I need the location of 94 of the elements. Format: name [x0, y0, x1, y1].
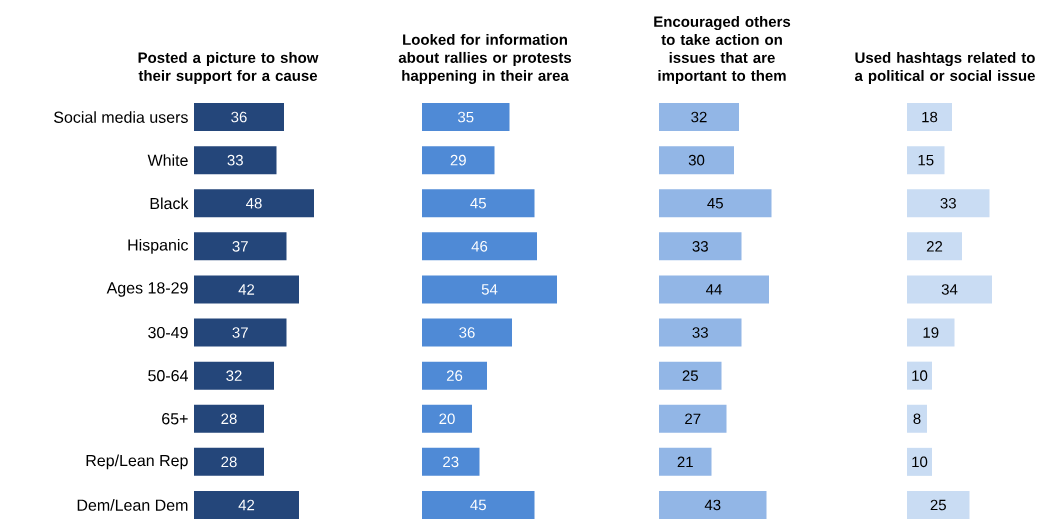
y-tick-label: White — [147, 154, 188, 167]
data-label: 34 — [941, 284, 958, 295]
data-label: 33 — [227, 154, 243, 166]
data-label: 18 — [922, 111, 938, 123]
y-tick-label: Hispanic — [128, 238, 189, 254]
bar — [194, 404, 264, 433]
bar — [659, 318, 742, 347]
data-label: 54 — [481, 284, 498, 295]
data-label: 45 — [470, 198, 486, 209]
bar — [907, 404, 928, 433]
bar — [194, 146, 277, 175]
bar — [194, 447, 264, 476]
data-label: 33 — [692, 327, 708, 338]
data-label: 15 — [918, 154, 934, 166]
data-label: 48 — [246, 197, 262, 209]
data-label: 44 — [706, 284, 722, 295]
y-tick-label: 65+ — [162, 413, 188, 425]
bar — [422, 361, 488, 390]
data-label: 26 — [446, 370, 463, 381]
chart-title: Encouraged others to take action on issues that are important to them — [654, 15, 791, 84]
data-label: 25 — [930, 499, 946, 511]
chart-title: Used hashtags related to a political or social issue — [855, 51, 1035, 84]
data-label: 28 — [221, 456, 237, 468]
bar — [659, 103, 740, 132]
bar — [907, 189, 990, 218]
bar — [659, 447, 712, 476]
bar — [907, 275, 993, 304]
data-label: 21 — [677, 456, 693, 468]
bar — [659, 146, 735, 175]
bar — [194, 361, 274, 390]
bar — [907, 103, 953, 132]
bar — [907, 447, 933, 476]
data-label: 36 — [231, 111, 247, 123]
y-tick-label: Social media users — [54, 111, 188, 123]
bar — [659, 404, 727, 433]
bar — [659, 189, 772, 218]
data-label: 45 — [470, 499, 486, 511]
data-label: 32 — [691, 111, 707, 123]
data-label: 35 — [457, 111, 474, 123]
bar — [194, 275, 299, 304]
data-label: 37 — [232, 241, 248, 252]
bar — [659, 361, 722, 390]
bar — [907, 232, 963, 261]
bar — [422, 447, 480, 476]
y-tick-label: 30-49 — [148, 326, 188, 339]
data-label: 33 — [692, 241, 708, 252]
data-label: 36 — [459, 327, 475, 338]
data-label: 37 — [232, 327, 248, 338]
bar — [422, 103, 510, 132]
y-tick-label: Rep/Lean Rep — [86, 454, 188, 470]
data-label: 46 — [471, 241, 488, 252]
y-tick-label: Dem/Lean Dem — [77, 499, 188, 511]
chart-title: Posted a picture to show their support for a cause — [138, 51, 319, 84]
bar — [907, 361, 933, 390]
data-label: 10 — [912, 456, 928, 468]
data-label: 45 — [707, 198, 723, 209]
bar — [907, 146, 945, 175]
bar — [422, 232, 537, 261]
bar — [194, 232, 287, 261]
data-label: 8 — [913, 413, 921, 425]
data-label: 22 — [926, 241, 943, 252]
bar — [659, 490, 767, 519]
data-label: 33 — [940, 197, 956, 209]
y-tick-label: Ages 18-29 — [106, 282, 188, 297]
chart-title: Looked for information about rallies or protests happening in their area — [398, 33, 572, 84]
bar — [907, 318, 955, 347]
data-label: 10 — [912, 370, 928, 381]
data-label: 20 — [439, 413, 455, 425]
data-label: 42 — [238, 284, 255, 295]
bar — [422, 275, 558, 304]
bar — [422, 490, 535, 519]
bar — [194, 318, 287, 347]
bar — [907, 490, 970, 519]
data-label: 32 — [226, 370, 242, 381]
data-label: 19 — [923, 327, 939, 338]
bar — [422, 189, 535, 218]
y-tick-label: 50-64 — [148, 370, 188, 382]
data-label: 29 — [450, 154, 466, 166]
bar — [194, 490, 299, 519]
data-label: 43 — [704, 499, 721, 511]
data-label: 23 — [443, 456, 459, 468]
bar — [659, 232, 742, 261]
bar — [194, 103, 284, 132]
data-label: 27 — [685, 413, 701, 424]
data-label: 25 — [682, 370, 698, 381]
data-label: 42 — [238, 499, 255, 511]
bar — [422, 146, 495, 175]
data-label: 28 — [221, 413, 237, 425]
y-tick-label: Black — [150, 197, 189, 210]
bar — [422, 318, 513, 347]
data-label: 30 — [688, 154, 705, 166]
bar — [422, 404, 472, 433]
bar — [194, 189, 314, 218]
bar — [659, 275, 770, 304]
